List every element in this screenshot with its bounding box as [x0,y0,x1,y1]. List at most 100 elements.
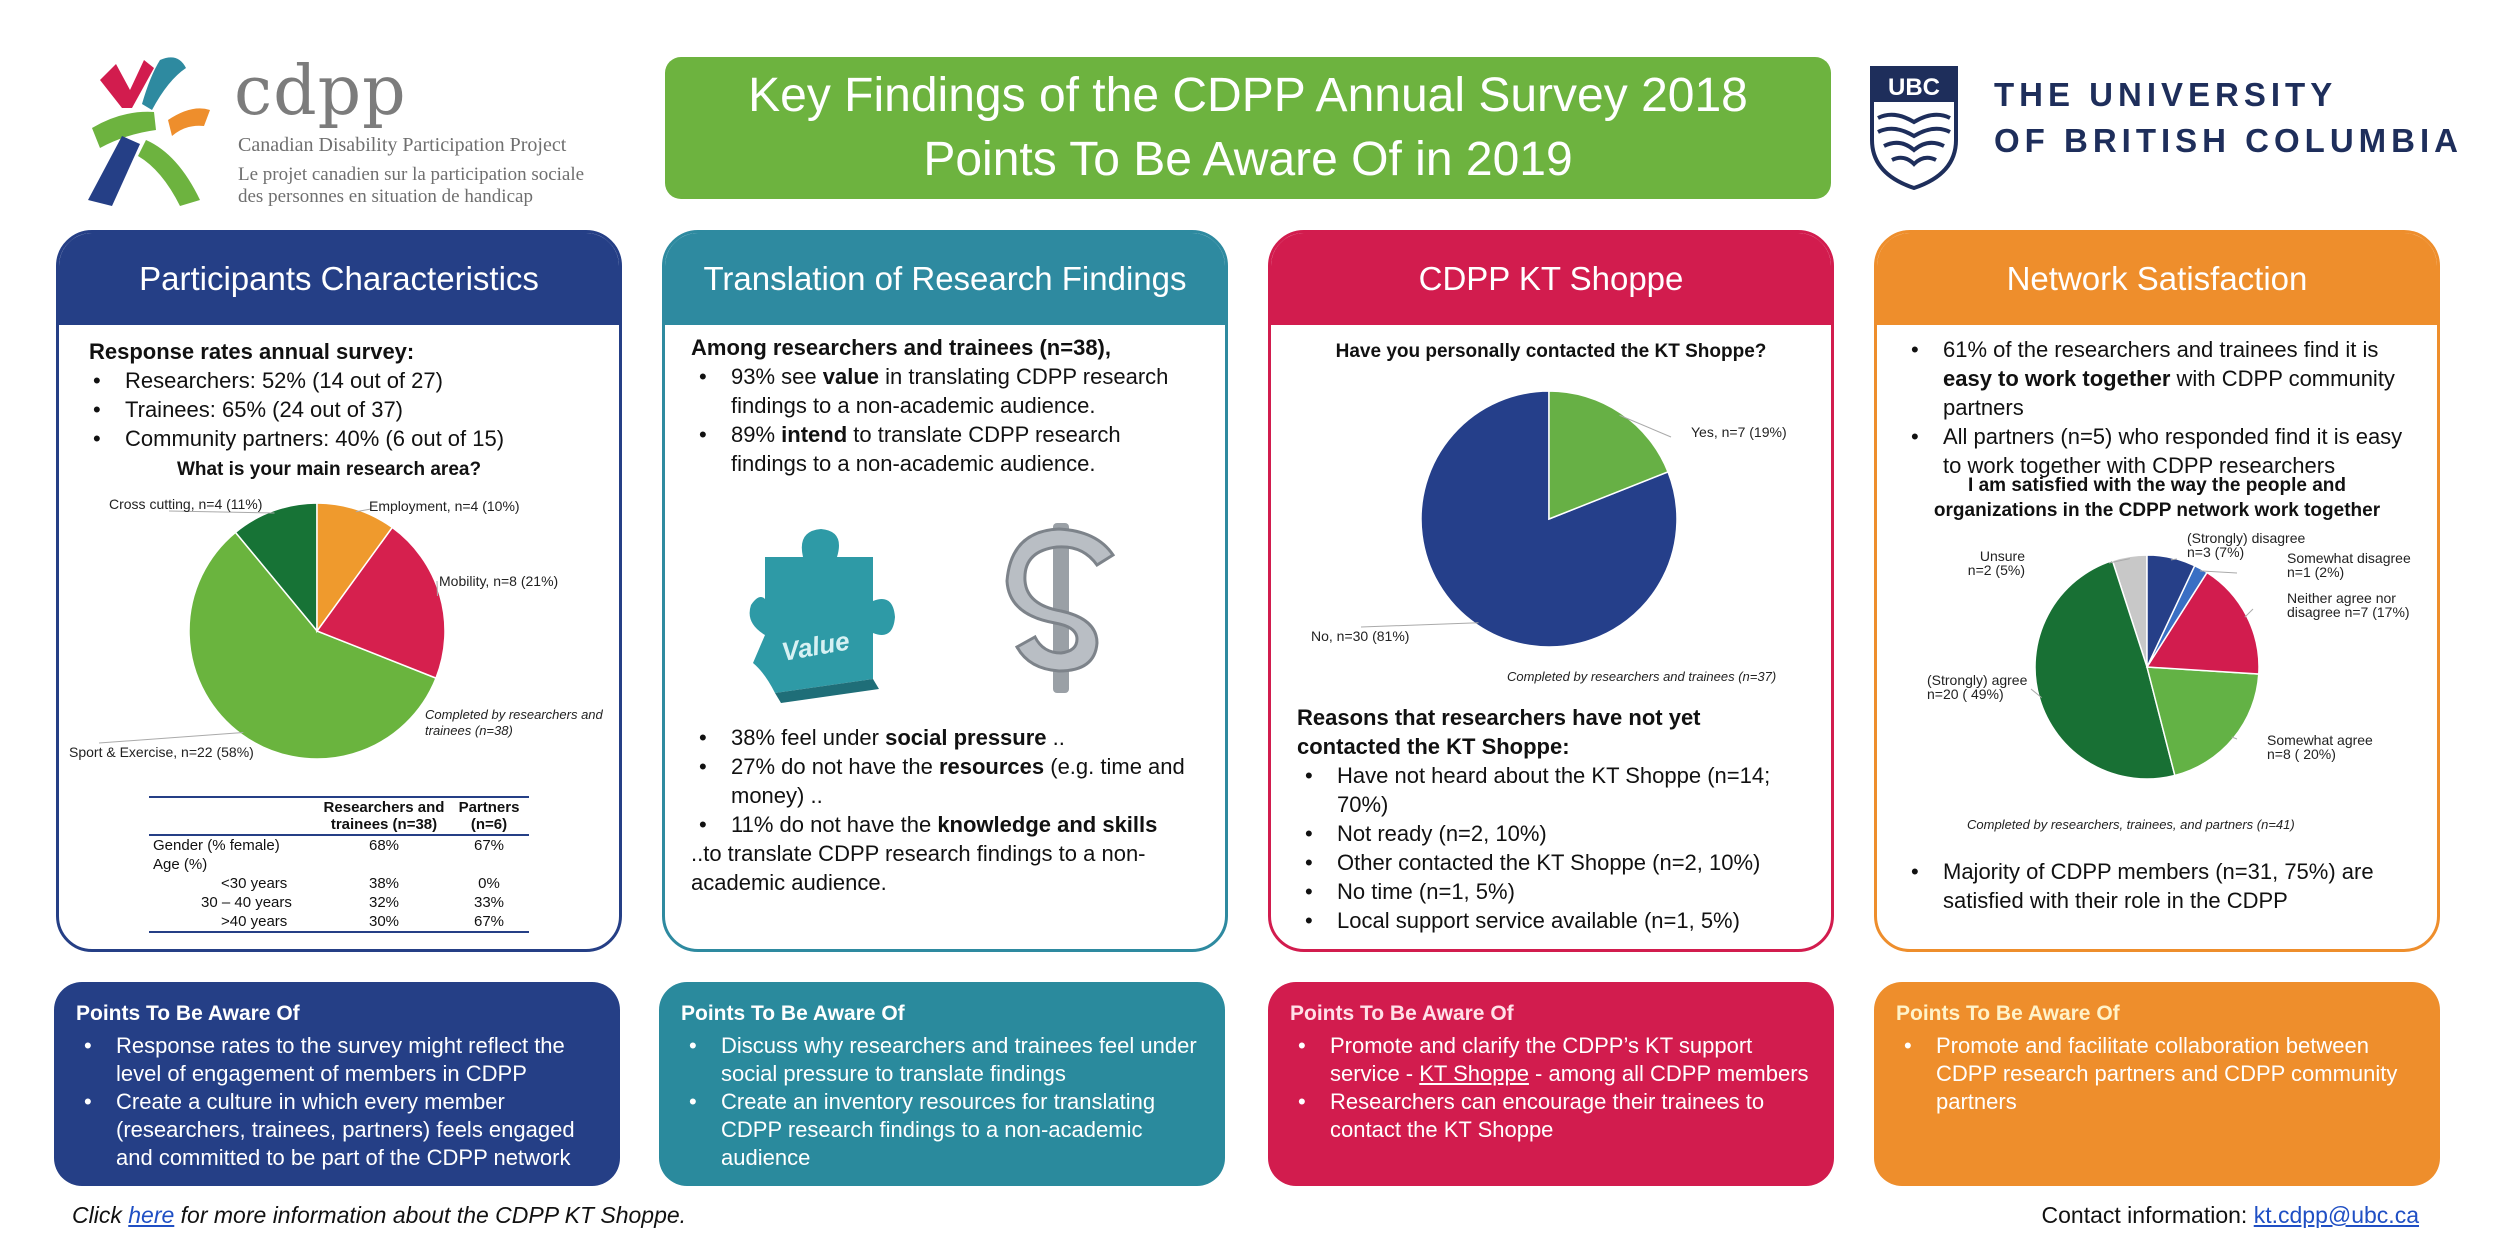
list-item: Create a culture in which every member (… [76,1088,598,1172]
kt-contact-pie-chart: Completed by researchers and trainees (n… [1311,390,1787,684]
pie-label: Unsure [1980,548,2025,564]
list-item: Local support service available (n=1, 5%… [1297,906,1805,935]
title-line-2: Points To Be Aware Of in 2019 [923,133,1573,186]
pie-label: (Strongly) agree [1927,672,2028,688]
pie-leader-line [2108,558,2130,564]
pie-label: No, n=30 (81%) [1311,628,1409,644]
table-cell: 33% [473,894,505,911]
list-item: Other contacted the KT Shoppe (n=2, 10%) [1297,848,1805,877]
pie-slice-yes [1548,390,1669,521]
response-rates-list: Researchers: 52% (14 out of 27) Trainees… [85,366,593,453]
network-facts-list: 61% of the researchers and trainees find… [1903,335,2411,480]
pie-label: Somewhat agree [2267,732,2373,748]
pie-label: Neither agree nor [2287,590,2396,606]
list-item: Promote and clarify the CDPP’s KT suppor… [1290,1032,1812,1088]
cdpp-logo-mark-icon [88,57,210,206]
table-header-cell [149,797,319,835]
ubc-wordmark: THE UNIVERSITY OF BRITISH COLUMBIA [1994,72,2463,164]
translation-barriers-list: 38% feel under social pressure .. 27% do… [691,723,1199,839]
dollar-sign-icon [1005,523,1115,693]
research-area-note-line-1: Completed by researchers and [425,707,604,722]
pie-leader-line [98,731,244,744]
kt-shoppe-title: CDPP KT Shoppe [1271,233,1831,325]
participants-title: Participants Characteristics [59,233,619,325]
list-item: 38% feel under social pressure .. [691,723,1199,752]
pie-label: Cross cutting, n=4 (11%) [109,496,262,512]
list-item: Community partners: 40% (6 out of 15) [85,424,593,453]
network-panel: Network Satisfaction 61% of the research… [1874,230,2440,952]
pie-slice-strongly-disagree [2146,554,2196,668]
pie-leader-line [2030,688,2042,699]
aware-heading: Points To Be Aware Of [1290,1002,1514,1025]
cdpp-name-french: Le projet canadien sur la participation … [238,164,585,207]
pie-leader-line [1360,622,1479,628]
table-header-row: Researchers and trainees (n=38) Partners… [149,797,529,835]
list-item: Not ready (n=2, 10%) [1297,819,1805,848]
table-cell: >40 years [221,913,288,930]
email-link[interactable]: kt.cdpp@ubc.ca [2253,1202,2419,1228]
pie-label: n=2 (5%) [1968,562,2025,578]
table-cell [449,855,529,874]
network-closing-list: Majority of CDPP members (n=31, 75%) are… [1903,857,2411,915]
table-cell: 0% [478,875,500,892]
pie-label: n=20 ( 49%) [1927,686,2004,702]
title-banner: Key Findings of the CDPP Annual Survey 2… [665,57,1831,199]
aware-heading: Points To Be Aware Of [76,1002,300,1025]
table-cell: <30 years [221,875,288,892]
list-item: Create an inventory resources for transl… [681,1088,1203,1172]
translation-intro: Among researchers and trainees (n=38), [691,335,1111,360]
table-row: <30 years 38% 0% [149,874,529,893]
ubc-badge-text: UBC [1888,74,1940,101]
table-cell: 68% [368,837,400,854]
list-item: Discuss why researchers and trainees fee… [681,1032,1203,1088]
list-item: Have not heard about the KT Shoppe (n=14… [1297,761,1805,819]
table-row: Age (%) [149,855,529,874]
list-item: No time (n=1, 5%) [1297,877,1805,906]
pie-leader-line [2199,570,2238,574]
translation-intent-list: 93% see value in translating CDPP resear… [691,362,1199,478]
kt-shoppe-link[interactable]: KT Shoppe [1419,1061,1529,1086]
pie-leader-line [2170,558,2178,561]
pie-slice-cross-cutting [234,502,318,634]
list-item: Promote and facilitate collaboration bet… [1896,1032,2418,1116]
table-cell: 30 – 40 years [201,894,292,911]
table-cell: 30% [368,913,400,930]
list-item: 93% see value in translating CDPP resear… [691,362,1199,420]
puzzle-piece-icon: Value [749,529,895,703]
list-item: Trainees: 65% (24 out of 37) [85,395,593,424]
ubc-line-2: OF BRITISH COLUMBIA [1994,122,2463,159]
translation-panel: Translation of Research Findings Among r… [662,230,1228,952]
network-title: Network Satisfaction [1877,233,2437,325]
response-rates-heading: Response rates annual survey: [89,339,415,364]
ubc-logo: UBC THE UNIVERSITY OF BRITISH COLUMBIA [1870,60,2458,200]
aware-heading: Points To Be Aware Of [1896,1002,2120,1025]
pie-label: Somewhat disagree [2287,550,2411,566]
satisfaction-note: Completed by researchers, trainees, and … [1967,817,2295,832]
list-item: 89% intend to translate CDPP research fi… [691,420,1199,478]
list-item: All partners (n=5) who responded find it… [1903,422,2411,480]
research-area-note-line-2: trainees (n=38) [425,723,513,738]
pie-slice-somewhat-agree [2146,666,2260,777]
ubc-shield-icon: UBC [1870,66,1958,190]
kt-contact-chart-title: Have you personally contacted the KT Sho… [1335,341,1767,362]
aware-box-network: Points To Be Aware Of Promote and facili… [1874,982,2440,1186]
reasons-list: Have not heard about the KT Shoppe (n=14… [1297,761,1805,935]
pie-leader-line [355,508,372,513]
pie-slice-sport-exercise [188,531,437,760]
title-line-1: Key Findings of the CDPP Annual Survey 2… [748,69,1748,122]
table-row: >40 years 30% 67% [149,912,529,932]
table-cell [319,855,449,874]
table-header-cell: Partners (n=6) [458,799,520,833]
here-link[interactable]: here [128,1202,175,1228]
list-item: 11% do not have the knowledge and skills [691,810,1199,839]
translation-closing: ..to translate CDPP research findings to… [691,841,1146,895]
pie-slice-mobility [315,526,446,680]
pie-label: Employment, n=4 (10%) [369,498,520,514]
aware-box-participants: Points To Be Aware Of Response rates to … [54,982,620,1186]
pie-label: disagree n=7 (17%) [2287,604,2410,620]
table-cell: 38% [368,875,400,892]
table-cell: 67% [473,837,505,854]
list-item: 61% of the researchers and trainees find… [1903,335,2411,422]
aware-heading: Points To Be Aware Of [681,1002,905,1025]
list-item: Response rates to the survey might refle… [76,1032,598,1088]
